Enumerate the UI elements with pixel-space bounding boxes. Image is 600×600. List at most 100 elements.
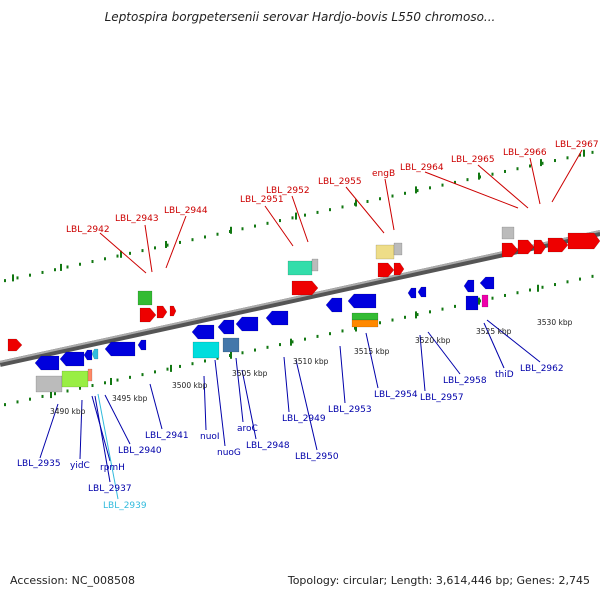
leader-line xyxy=(384,178,395,231)
track-dot xyxy=(266,221,269,225)
map-title: Leptospira borgpetersenii serovar Hardjo… xyxy=(104,10,496,24)
leader-line xyxy=(203,375,207,431)
track-dot xyxy=(466,178,469,182)
gene-feature xyxy=(87,368,93,382)
label-leaders xyxy=(39,149,583,500)
leader-line xyxy=(365,332,379,389)
track-dot xyxy=(316,334,319,338)
major-tick xyxy=(230,351,232,359)
track-dot xyxy=(91,260,94,264)
tick-label: 3495 kbp xyxy=(112,394,148,403)
gene-feature xyxy=(34,355,60,371)
gene-feature xyxy=(83,349,93,361)
track-dot xyxy=(154,370,156,374)
gene-label: LBL_2940 xyxy=(118,446,162,456)
track-dot xyxy=(179,240,181,244)
major-tick xyxy=(165,240,167,248)
track-dot xyxy=(41,394,44,398)
track-dot xyxy=(191,238,194,242)
track-dot xyxy=(4,279,6,283)
gene-feature xyxy=(291,280,319,296)
gene-label: LBL_2966 xyxy=(503,148,547,158)
gene-label: LBL_2935 xyxy=(17,459,61,469)
track-dot xyxy=(329,332,331,336)
leader-line xyxy=(424,171,519,209)
leader-line xyxy=(486,319,541,363)
major-tick xyxy=(540,159,542,167)
track-dot xyxy=(554,159,556,163)
track-dot xyxy=(391,194,394,198)
leader-line xyxy=(477,164,529,209)
track-dot xyxy=(29,273,31,277)
gene-feature xyxy=(393,242,403,256)
leader-line xyxy=(94,395,111,483)
gene-label: engB xyxy=(372,169,395,179)
track-dot xyxy=(454,304,456,308)
gene-feature xyxy=(137,339,147,351)
major-tick xyxy=(415,186,417,194)
track-dot xyxy=(429,186,431,190)
gene-label: LBL_2958 xyxy=(443,376,487,386)
track-dot xyxy=(129,251,131,255)
tick-label: 3520 kbp xyxy=(415,336,451,345)
tick-label: 3500 kbp xyxy=(172,381,208,390)
scale-tick-labels: 3490 kbp 3495 kbp 3500 kbp 3505 kbp 3510 kbp… xyxy=(50,318,573,416)
track-dot xyxy=(341,205,344,209)
major-tick xyxy=(355,199,357,207)
major-tick xyxy=(110,377,112,385)
track-dot xyxy=(504,293,506,297)
track-dot xyxy=(279,219,281,223)
track-dot xyxy=(429,310,431,314)
leader-line xyxy=(291,195,309,243)
gene-feature xyxy=(311,258,319,272)
major-tick xyxy=(355,324,357,332)
track-dot xyxy=(441,307,444,311)
leader-line xyxy=(283,356,290,413)
leader-line xyxy=(295,359,318,451)
track-dot xyxy=(304,213,306,217)
tick-label: 3505 kbp xyxy=(232,369,268,378)
gene-label: aroC xyxy=(237,424,258,434)
gene-feature xyxy=(222,337,240,353)
leader-line xyxy=(165,215,187,269)
gene-features xyxy=(7,226,600,393)
leader-line xyxy=(419,334,426,392)
gene-label: LBL_2954 xyxy=(374,390,418,400)
gene-label: LBL_2942 xyxy=(66,225,110,235)
track-dot xyxy=(141,373,144,377)
gene-feature xyxy=(217,319,235,335)
gene-label: rpmH xyxy=(100,463,125,473)
major-tick xyxy=(120,250,122,258)
gene-label: LBL_2939 xyxy=(103,501,147,511)
leader-line xyxy=(214,359,226,447)
track-dot xyxy=(291,216,294,220)
gene-feature xyxy=(375,244,395,260)
leader-line xyxy=(104,394,131,445)
track-dot xyxy=(91,384,94,388)
leader-line xyxy=(264,205,294,247)
gene-feature xyxy=(325,297,343,313)
leader-line xyxy=(149,383,163,430)
track-dot xyxy=(566,280,569,284)
track-dot xyxy=(216,232,219,236)
track-dot xyxy=(204,359,206,363)
track-dot xyxy=(241,227,244,231)
gene-feature xyxy=(104,341,136,357)
gene-label: nuoI xyxy=(200,432,220,442)
track-dot xyxy=(304,337,306,341)
leader-line xyxy=(483,322,505,369)
gene-feature xyxy=(91,348,99,360)
gene-label: LBL_2948 xyxy=(246,441,290,451)
major-tick xyxy=(170,364,172,372)
track-dot xyxy=(16,276,19,280)
gene-feature xyxy=(59,351,85,367)
track-dot xyxy=(141,249,144,253)
gene-label: LBL_2950 xyxy=(295,452,339,462)
track-dot xyxy=(116,254,119,258)
track-dot xyxy=(529,164,531,168)
gene-label: nuoG xyxy=(217,448,241,458)
summary-text: Topology: circular; Length: 3,614,446 bp… xyxy=(287,574,590,587)
track-dot xyxy=(529,288,531,292)
gene-feature xyxy=(533,239,547,255)
